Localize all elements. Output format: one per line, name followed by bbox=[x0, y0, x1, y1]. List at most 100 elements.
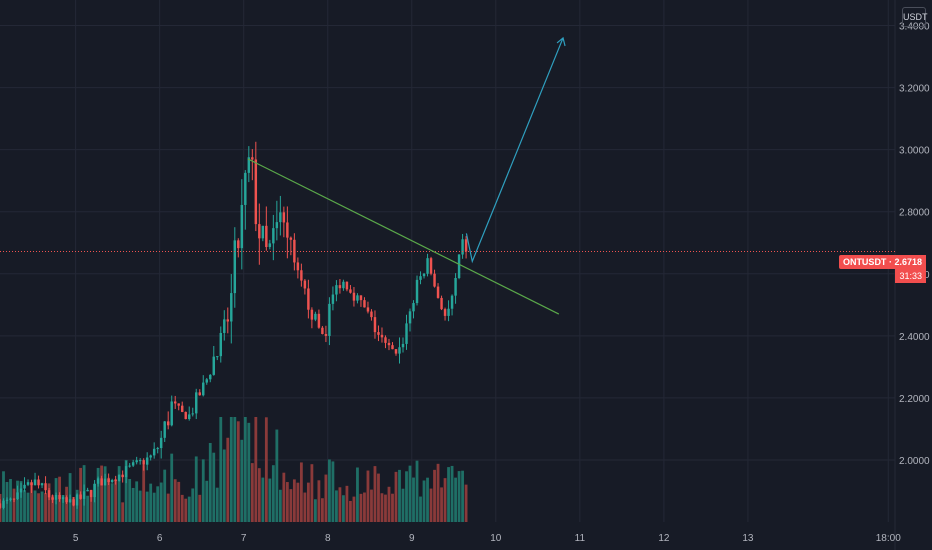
volume-bar bbox=[450, 465, 454, 522]
candle-body bbox=[296, 262, 300, 271]
candle-body bbox=[54, 494, 58, 500]
candle-body bbox=[65, 497, 68, 503]
volume-bar bbox=[352, 496, 356, 522]
volume-bar bbox=[215, 487, 219, 522]
candle-body bbox=[184, 411, 187, 420]
volume-bar bbox=[184, 498, 188, 522]
candle-body bbox=[198, 392, 201, 396]
volume-bar bbox=[51, 495, 54, 522]
candle-body bbox=[0, 503, 2, 508]
candle-body bbox=[191, 413, 194, 415]
volume-bar bbox=[177, 481, 181, 522]
candle-body bbox=[272, 228, 275, 244]
volume-bar bbox=[205, 480, 209, 522]
volume-bar bbox=[271, 465, 275, 522]
volume-bar bbox=[303, 492, 307, 522]
candle-body bbox=[205, 379, 208, 383]
candle-body bbox=[279, 212, 282, 223]
candle-body bbox=[237, 240, 240, 249]
candle-body bbox=[457, 254, 461, 279]
candle-body bbox=[12, 498, 16, 500]
volume-bar bbox=[299, 462, 303, 522]
y-tick-label: 2.2000 bbox=[899, 394, 930, 405]
candle-body bbox=[289, 237, 293, 240]
price-axis[interactable]: 2.00002.20002.40002.60002.80003.00003.20… bbox=[899, 22, 930, 467]
candle-body bbox=[244, 172, 247, 205]
volume-bar bbox=[289, 489, 293, 522]
candle-body bbox=[44, 483, 47, 491]
volume-bar bbox=[30, 482, 33, 522]
x-tick-label: 13 bbox=[742, 533, 754, 544]
y-tick-label: 3.4000 bbox=[899, 22, 930, 33]
volume-bar bbox=[47, 483, 51, 522]
y-tick-label: 2.0000 bbox=[899, 456, 930, 467]
candle-body bbox=[328, 303, 331, 336]
candle-body bbox=[5, 499, 9, 501]
candle-body bbox=[366, 307, 370, 312]
y-tick-label: 2.8000 bbox=[899, 208, 930, 219]
candle-body bbox=[391, 345, 394, 350]
time-axis[interactable]: 5 6 7 8 9 10 11 12 13 18:00 bbox=[73, 533, 901, 544]
volume-bar bbox=[100, 465, 104, 522]
volume-bar bbox=[296, 482, 300, 522]
volume-bar bbox=[26, 492, 30, 522]
candle-body bbox=[345, 281, 349, 290]
volume-bar bbox=[142, 465, 146, 522]
volume-bar bbox=[464, 484, 468, 522]
volume-bar bbox=[187, 496, 191, 522]
volume-bar bbox=[166, 493, 170, 522]
y-tick-label: 3.2000 bbox=[899, 84, 930, 95]
volume-bar bbox=[282, 472, 286, 522]
candle-body bbox=[380, 334, 384, 338]
candle-body bbox=[121, 474, 124, 478]
candle-body bbox=[303, 280, 307, 289]
volume-bar bbox=[135, 481, 139, 522]
arrow-head bbox=[556, 36, 566, 47]
y-tick-label: 2.4000 bbox=[899, 332, 930, 343]
x-tick-label: 7 bbox=[241, 533, 247, 544]
drawings bbox=[247, 36, 566, 315]
candle-body bbox=[335, 285, 338, 295]
candle-body bbox=[433, 273, 436, 287]
candle-body bbox=[240, 204, 244, 249]
currency-button[interactable]: USDT bbox=[902, 7, 928, 27]
candle-body bbox=[181, 405, 184, 412]
candle-body bbox=[110, 479, 114, 483]
trendline bbox=[247, 158, 560, 315]
volume-bar bbox=[335, 490, 338, 522]
candle-body bbox=[261, 225, 265, 239]
volume-bar bbox=[306, 482, 310, 522]
candle-body bbox=[177, 403, 180, 406]
bar-countdown: 31:33 bbox=[895, 269, 926, 283]
volume-bar bbox=[12, 488, 16, 522]
candle-body bbox=[79, 494, 82, 499]
candle-body bbox=[233, 240, 237, 294]
candle-body bbox=[82, 491, 86, 499]
volume-bar bbox=[240, 439, 244, 522]
candle-body bbox=[68, 499, 72, 503]
x-tick-label: 11 bbox=[575, 533, 586, 544]
volume-bar bbox=[117, 466, 121, 522]
candle-body bbox=[209, 374, 212, 380]
candle-body bbox=[16, 492, 19, 500]
volume-bar bbox=[121, 502, 125, 522]
candle-body bbox=[114, 479, 117, 481]
volume-bar bbox=[292, 479, 296, 522]
volume-bar bbox=[233, 417, 237, 522]
candle-body bbox=[454, 278, 457, 296]
volume-bar bbox=[44, 493, 47, 522]
volume-bar bbox=[454, 477, 457, 522]
volume-bar bbox=[461, 470, 464, 522]
candle-body bbox=[286, 222, 289, 238]
candle-body bbox=[321, 327, 324, 334]
volume-bar bbox=[429, 488, 433, 522]
volume-bar bbox=[61, 495, 65, 522]
volume-bar bbox=[138, 490, 142, 522]
candle-body bbox=[370, 311, 373, 318]
candle-body bbox=[226, 319, 230, 322]
volume-bar bbox=[275, 429, 279, 522]
volume-bar bbox=[331, 461, 335, 522]
candle-body bbox=[51, 497, 54, 500]
volume-bar bbox=[408, 465, 412, 522]
